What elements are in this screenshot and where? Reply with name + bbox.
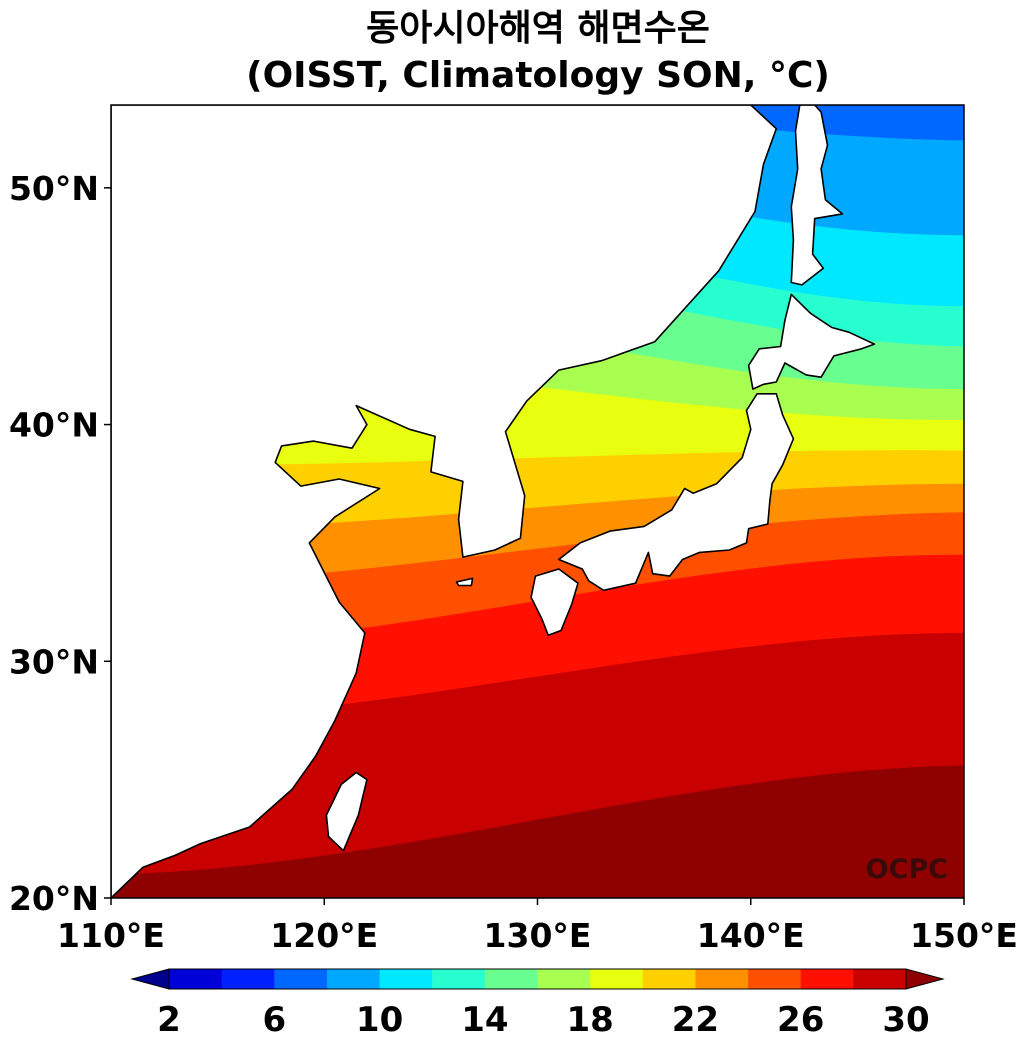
x-tick-label: 140°E	[697, 916, 805, 955]
y-axis: 20°N 30°N 40°N 50°N	[9, 169, 111, 918]
land-asia-mainland	[111, 105, 778, 898]
x-tick-label: 130°E	[484, 916, 592, 955]
colorbar-segment	[432, 969, 486, 989]
land-mask	[111, 105, 876, 898]
colorbar-tick-label: 30	[882, 1000, 929, 1040]
colorbar-segment	[537, 969, 591, 989]
colorbar-ticks: 2 6 10 14 18 22 26 30	[157, 1000, 930, 1040]
colorbar-segment	[748, 969, 802, 989]
colorbar-tick-label: 10	[356, 1000, 403, 1040]
land-sakhalin	[790, 105, 844, 286]
colorbar	[130, 968, 945, 990]
chart-title: 동아시아해역 해면수온	[366, 8, 710, 49]
x-tick-label: 110°E	[57, 916, 165, 955]
map-area: OCPC	[110, 104, 965, 899]
colorbar-segment	[590, 969, 644, 989]
y-tick-label: 50°N	[9, 169, 99, 208]
colorbar-extend-high	[905, 968, 945, 990]
land-hokkaido	[747, 293, 876, 390]
land-kyushu	[530, 568, 579, 636]
colorbar-segment	[800, 969, 854, 989]
colorbar-extend-low	[130, 968, 170, 990]
colorbar-segment	[695, 969, 749, 989]
ocpc-watermark: OCPC	[866, 854, 948, 885]
colorbar-segment	[274, 969, 328, 989]
y-tick-label: 30°N	[9, 642, 99, 681]
colorbar-tick-label: 18	[566, 1000, 613, 1040]
land-honshu-shikoku	[558, 393, 795, 592]
colorbar-tick-label: 2	[157, 1000, 181, 1040]
y-tick-label: 40°N	[9, 406, 99, 445]
colorbar-frame	[168, 968, 907, 990]
chart-subtitle: (OISST, Climatology SON, °C)	[246, 55, 830, 96]
colorbar-segment	[379, 969, 433, 989]
y-tick-label: 20°N	[9, 879, 99, 918]
x-tick-label: 150°E	[910, 916, 1018, 955]
colorbar-tick-label: 6	[262, 1000, 286, 1040]
colorbar-segment	[169, 969, 223, 989]
colorbar-tick-label: 22	[672, 1000, 719, 1040]
colorbar-segment	[326, 969, 381, 989]
colorbar-segment	[642, 969, 696, 989]
colorbar-tick-label: 14	[461, 1000, 508, 1040]
land-jeju	[455, 577, 474, 587]
x-axis: 110°E 120°E 130°E 140°E 150°E	[57, 898, 1018, 955]
colorbar-tick-label: 26	[777, 1000, 824, 1040]
colorbar-segment	[853, 969, 907, 989]
land-taiwan	[325, 771, 368, 852]
colorbar-segment	[484, 969, 538, 989]
x-tick-label: 120°E	[270, 916, 378, 955]
colorbar-segment	[221, 969, 275, 989]
sst-band-30	[111, 765, 964, 898]
